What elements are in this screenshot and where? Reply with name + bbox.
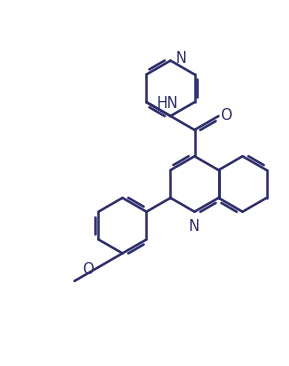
- Text: O: O: [82, 262, 94, 277]
- Text: HN: HN: [157, 96, 178, 111]
- Text: O: O: [220, 108, 231, 123]
- Text: N: N: [175, 51, 186, 66]
- Text: N: N: [189, 219, 200, 234]
